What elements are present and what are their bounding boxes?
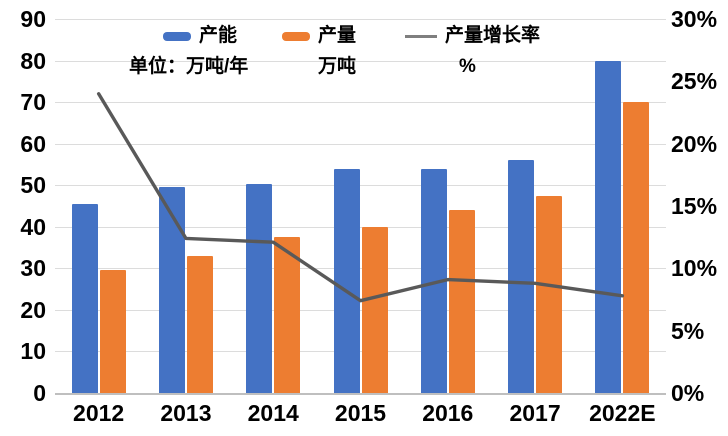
bar-capacity-2014 xyxy=(246,183,273,393)
right-axis-tick-label: 20% xyxy=(671,130,718,157)
left-axis-tick-label: 10 xyxy=(20,338,46,365)
x-axis-label: 2014 xyxy=(247,400,299,426)
left-axis-tick-label: 70 xyxy=(20,89,46,116)
unit-growth-rate: % xyxy=(459,56,476,77)
left-axis-tick-label: 80 xyxy=(20,47,46,74)
x-axis-baseline xyxy=(55,393,666,395)
bar-output-2013 xyxy=(186,255,213,393)
bar-output-2016 xyxy=(448,210,475,393)
left-axis-tick-label: 50 xyxy=(20,172,46,199)
growth-rate-legend-label: 产量增长率 xyxy=(445,25,541,46)
gridline xyxy=(55,143,666,145)
left-axis-tick-label: 0 xyxy=(33,380,46,406)
left-axis-tick-label: 20 xyxy=(20,296,46,323)
gridline xyxy=(55,19,666,20)
unit-capacity: 单位：万吨/年 xyxy=(129,56,249,77)
gridline xyxy=(55,309,666,311)
bar-output-2014 xyxy=(274,237,301,393)
right-axis-tick-label: 10% xyxy=(671,255,718,282)
x-axis-label: 2017 xyxy=(509,400,561,426)
gridline xyxy=(55,102,666,104)
bar-output-2012 xyxy=(99,270,126,393)
right-axis-tick-label: 0% xyxy=(671,380,705,406)
left-axis-tick-label: 90 xyxy=(20,6,46,32)
growth-rate-line-swatch-icon xyxy=(405,34,437,38)
gridline xyxy=(55,226,666,228)
left-axis-tick-label: 60 xyxy=(20,130,46,157)
legend-item-output: 产量 xyxy=(282,25,356,47)
right-axis-tick-label: 30% xyxy=(671,6,718,32)
bar-capacity-2013 xyxy=(158,187,185,393)
left-axis-tick-label: 30 xyxy=(20,255,46,282)
gridline xyxy=(55,185,666,187)
output-swatch-icon xyxy=(282,31,310,41)
right-axis-tick-label: 15% xyxy=(671,193,718,219)
x-axis-label: 2013 xyxy=(160,400,212,426)
legend-item-capacity: 产能 xyxy=(163,25,237,47)
x-axis-label: 2015 xyxy=(334,400,387,426)
right-axis-tick-label: 5% xyxy=(671,317,705,344)
x-axis-label: 2012 xyxy=(73,400,125,426)
bar-capacity-2022E xyxy=(595,60,622,393)
capacity-legend-label: 产能 xyxy=(199,25,238,46)
bar-capacity-2017 xyxy=(508,160,535,393)
x-axis-label: 2016 xyxy=(422,400,474,426)
bar-capacity-2016 xyxy=(420,168,447,393)
gridline xyxy=(55,60,666,62)
bar-capacity-2012 xyxy=(71,203,98,393)
gridline xyxy=(55,268,666,270)
capacity-swatch-icon xyxy=(163,31,191,41)
left-axis-tick-label: 40 xyxy=(20,213,46,240)
bar-output-2017 xyxy=(536,195,563,393)
output-legend-label: 产量 xyxy=(318,25,357,46)
gridline xyxy=(55,351,666,353)
x-axis-label: 2022E xyxy=(589,400,656,426)
right-axis-tick-label: 25% xyxy=(671,68,718,95)
bar-output-2015 xyxy=(361,226,388,393)
unit-output: 万吨 xyxy=(318,56,357,77)
legend-item-growth-rate: 产量增长率 xyxy=(405,25,540,47)
bar-capacity-2015 xyxy=(333,168,360,393)
bar-output-2022E xyxy=(623,102,650,393)
